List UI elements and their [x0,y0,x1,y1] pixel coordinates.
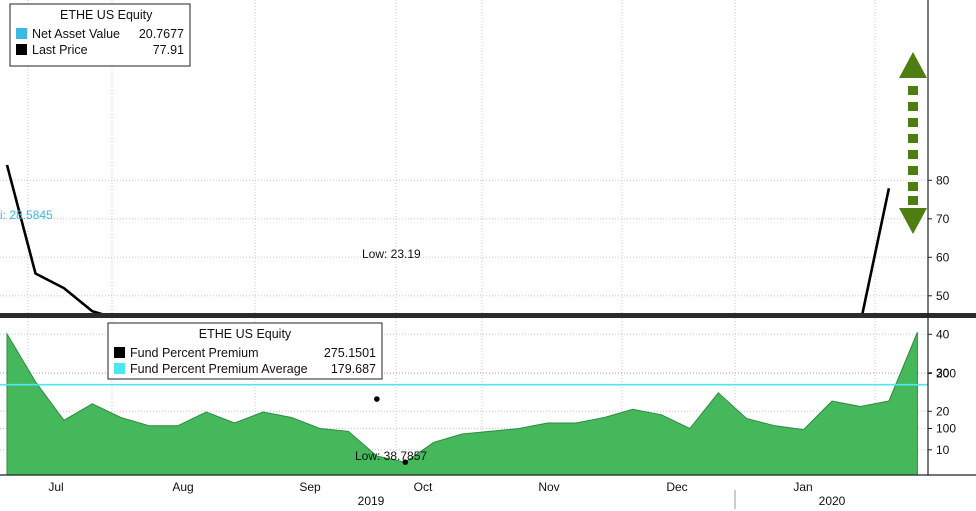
legend-title: ETHE US Equity [199,327,292,341]
arrow-dot [908,182,918,191]
arrow-dot [908,134,918,143]
price-low-label: Low: 23.19 [362,247,421,261]
y-tick-label: 200 [936,367,956,381]
y-tick-label: 50 [936,289,950,303]
premium-low-marker [402,459,409,465]
legend-value: 275.1501 [324,346,376,360]
arrow-head-down [899,208,927,234]
rise-arrow [899,52,927,234]
legend-label: Net Asset Value [32,27,120,41]
top-legend: ETHE US Equity Net Asset Value 20.7677 Last… [9,3,191,67]
x-year-label: 2020 [819,494,846,508]
arrow-dot [908,86,918,95]
legend-value: 179.687 [331,362,376,376]
annotations: Low: 23.19 i: 28.5845 Low: 38.7857 [0,208,427,465]
arrow-dot [908,102,918,111]
y-tick-label: 40 [936,327,950,341]
arrow-dot [908,166,918,175]
arrow-dot [908,196,918,205]
legend-label: Last Price [32,43,88,57]
legends: ETHE US Equity Net Asset Value 20.7677 Last… [9,3,383,380]
legend-box [9,3,191,67]
y-tick-label: 20 [936,404,950,418]
x-tick-label: Jul [48,480,63,494]
legend-swatch [16,28,27,39]
arrow-head-up [899,52,927,78]
nav-start-label: i: 28.5845 [0,208,53,222]
arrow-dot [908,118,918,127]
y-tick-label: 80 [936,173,950,187]
premium-low-label: Low: 38.7857 [355,449,427,463]
legend-label: Fund Percent Premium Average [130,362,308,376]
premium-area [6,332,918,475]
y-tick-label: 100 [936,422,956,436]
plot-frame [0,0,976,476]
x-tick-label: Aug [172,480,193,494]
y-tick-label: 60 [936,250,950,264]
bottom-plot-series [0,332,928,475]
legend-swatch [114,347,125,358]
legend-swatch [114,363,125,374]
y-tick-label: 10 [936,443,950,457]
panel-separator [0,313,976,318]
legend-value: 20.7677 [139,27,184,41]
legend-title: ETHE US Equity [60,8,153,22]
x-tick-label: Nov [538,480,559,494]
legend-label: Fund Percent Premium [130,346,259,360]
y-tick-label: 70 [936,212,950,226]
legend-value: 77.91 [153,43,184,57]
x-tick-label: Oct [414,480,433,494]
grid-lines [0,0,928,475]
arrow-dot [908,150,918,159]
top-plot-series [5,164,891,314]
x-tick-label: Dec [666,480,687,494]
bottom-legend: ETHE US Equity Fund Percent Premium 275.15… [107,322,383,380]
x-year-label: 2019 [358,494,385,508]
axis-ticks: 10 20 30 40 50 60 70 80 100 200 Jul Aug Sep Oct Nov Dec… [48,173,956,509]
legend-swatch [16,44,27,55]
x-tick-label: Jan [793,480,812,494]
legend-box [107,322,383,380]
y-tick-label: 30 [936,366,950,380]
price-low-marker [374,396,380,402]
x-tick-label: Sep [299,480,321,494]
